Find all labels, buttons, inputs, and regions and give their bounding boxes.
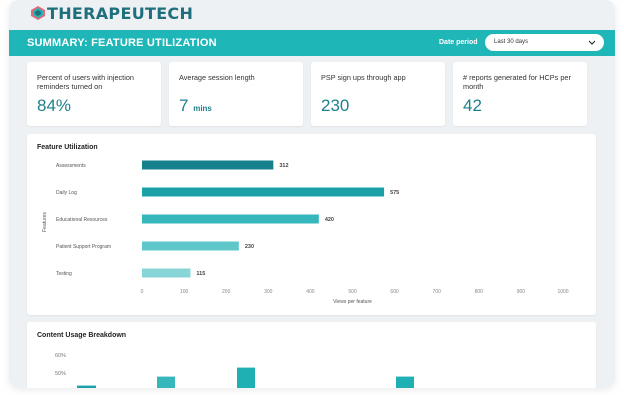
dashboard-frame: THERAPEUTECH SUMMARY: FEATURE UTILIZATIO…	[9, 0, 615, 388]
kpi-value: 7 mins	[179, 96, 212, 115]
kpi-unit: mins	[193, 104, 212, 113]
kpi-value: 42	[463, 96, 482, 115]
x-tick-label: 200	[222, 289, 231, 295]
bar	[142, 241, 239, 251]
bar	[77, 385, 96, 388]
date-period-label: Date period	[439, 39, 478, 46]
kpi-card-hcp-reports: # reports generated for HCPs per month 4…	[453, 62, 587, 126]
x-tick-label: 400	[306, 289, 315, 295]
x-tick-label: 700	[433, 289, 442, 295]
date-period-select[interactable]: Last 30 days	[485, 34, 604, 51]
kpi-value: 230	[321, 96, 350, 115]
bar	[142, 214, 319, 224]
category-label: Assessments	[56, 163, 86, 169]
bar	[157, 376, 175, 388]
bar	[142, 187, 385, 197]
y-tick-label: 60%	[55, 353, 66, 359]
summary-banner: SUMMARY: FEATURE UTILIZATION Date period…	[9, 30, 615, 56]
date-period-value: Last 30 days	[494, 39, 529, 45]
x-tick-label: 300	[264, 289, 273, 295]
kpi-value: 84%	[37, 96, 72, 115]
data-label: 312	[279, 163, 288, 169]
x-axis-label: Views per feature	[333, 299, 372, 305]
feature-utilization-panel: Feature Utilization Assessments 312 Daily …	[27, 134, 596, 315]
content-usage-chart: 60% 50%	[55, 353, 414, 388]
data-label: 420	[325, 217, 334, 223]
brand-logo-icon	[31, 6, 45, 20]
category-label: Daily Log	[56, 190, 77, 196]
x-tick-label: 500	[348, 289, 357, 295]
panel-title: Feature Utilization	[37, 144, 98, 151]
logo-bar: THERAPEUTECH	[9, 0, 615, 30]
x-tick-label: 100	[180, 289, 189, 295]
x-tick-label: 600	[390, 289, 399, 295]
data-label: 230	[245, 244, 254, 250]
panel-title: Content Usage Breakdown	[37, 332, 127, 339]
kpi-card-session-length: Average session length 7 mins	[169, 62, 303, 126]
kpi-card-injection-reminders: Percent of users with injection reminder…	[27, 62, 161, 126]
feature-utilization-chart: Assessments 312 Daily Log 575 Educational Re…	[42, 160, 569, 305]
x-tick-label: 800	[475, 289, 484, 295]
kpi-label: Percent of users with injection reminder…	[37, 73, 134, 91]
kpi-label: # reports generated for HCPs per month	[463, 73, 571, 91]
kpi-label: Average session length	[179, 73, 255, 82]
bar	[142, 160, 274, 170]
x-tick-label: 1000	[557, 289, 568, 295]
page-title: SUMMARY: FEATURE UTILIZATION	[27, 37, 217, 49]
brand-name: THERAPEUTECH	[47, 4, 194, 23]
kpi-label: PSP sign ups through app	[321, 73, 406, 82]
y-tick-label: 50%	[55, 371, 66, 377]
kpi-card-psp-signups: PSP sign ups through app 230	[311, 62, 445, 126]
bar	[396, 376, 414, 388]
content-usage-panel: Content Usage Breakdown 60% 50%	[27, 322, 596, 388]
x-tick-label: 900	[517, 289, 526, 295]
data-label: 575	[390, 190, 399, 196]
category-label: Educational Resources	[56, 217, 108, 223]
bar	[142, 268, 191, 278]
category-label: Testing	[56, 271, 72, 277]
data-label: 115	[196, 271, 205, 277]
category-label: Patient Support Program	[56, 244, 111, 250]
chevron-down-icon	[588, 40, 596, 45]
y-axis-label: Features	[42, 212, 48, 232]
bar	[237, 367, 255, 388]
x-tick-label: 0	[141, 289, 144, 295]
